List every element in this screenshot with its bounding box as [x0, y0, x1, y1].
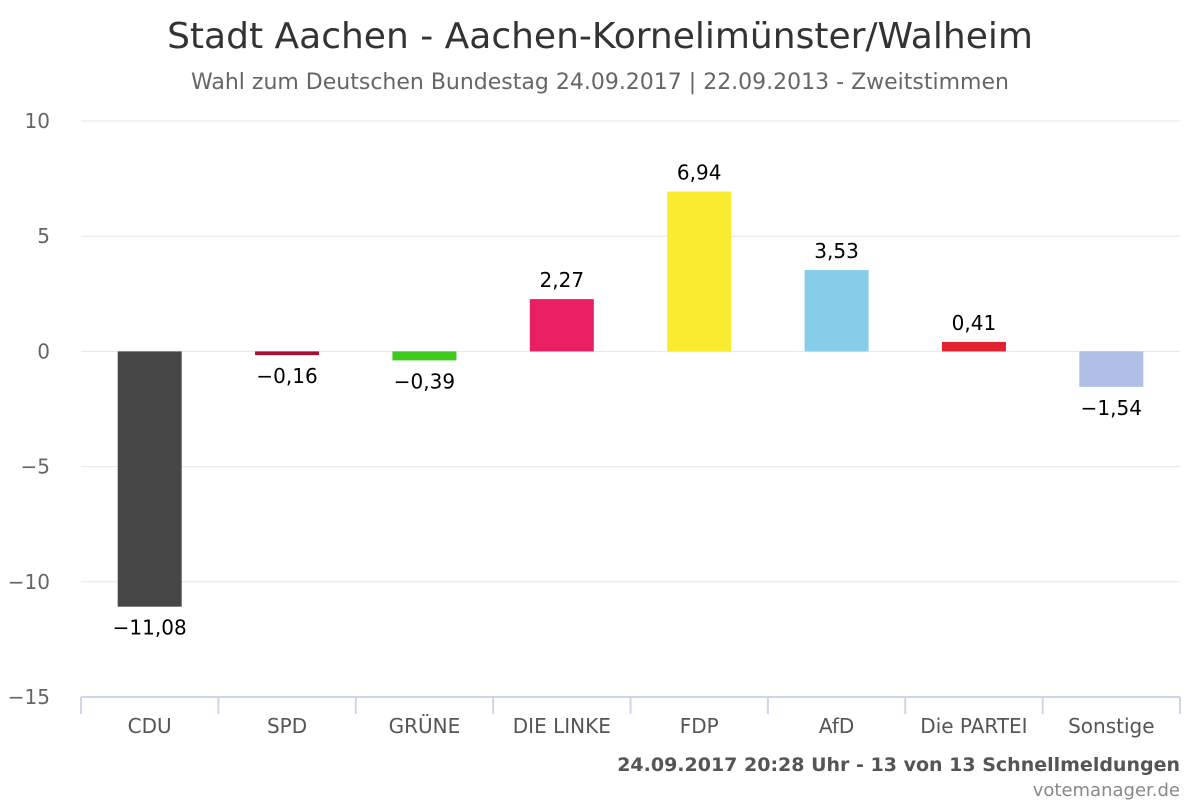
- bar-die-linke[interactable]: [529, 299, 594, 352]
- bar-cdu[interactable]: [117, 351, 182, 607]
- y-tick-label: −15: [8, 685, 50, 709]
- x-tick-label: AfD: [819, 714, 854, 738]
- bar-gr-ne[interactable]: [392, 351, 457, 361]
- data-label: 6,94: [677, 161, 722, 185]
- bar-fdp[interactable]: [667, 191, 732, 352]
- x-tick-label: FDP: [680, 714, 719, 738]
- y-tick-label: 10: [25, 109, 50, 133]
- credits-link[interactable]: votemanager.de: [1033, 780, 1180, 800]
- data-labels: −11,08 −0,16 −0,39 2,27 6,94 3,53 0,41 −1,54: [113, 161, 1142, 640]
- y-tick-label: −10: [8, 570, 50, 594]
- footer-timestamp: 24.09.2017 20:28 Uhr - 13 von 13 Schnell…: [617, 754, 1180, 776]
- data-label: −0,39: [394, 369, 455, 393]
- data-label: −1,54: [1081, 396, 1142, 420]
- chart-subtitle: Wahl zum Deutschen Bundestag 24.09.2017 …: [191, 70, 1009, 95]
- y-tick-label: 0: [37, 339, 50, 363]
- gridlines: [81, 120, 1180, 583]
- y-tick-label: −5: [21, 455, 50, 479]
- data-label: −11,08: [113, 616, 187, 640]
- bars: [117, 191, 1144, 607]
- y-axis-tick-labels: 10 5 0 −5 −10 −15: [8, 109, 50, 709]
- data-label: 3,53: [814, 239, 859, 263]
- x-axis: CDU SPD GRÜNE DIE LINKE FDP AfD Die PARTEI Sons…: [80, 696, 1181, 738]
- x-tick-label: CDU: [128, 714, 172, 738]
- x-tick-label: GRÜNE: [389, 714, 461, 738]
- data-label: 2,27: [540, 268, 585, 292]
- bar-die-partei[interactable]: [941, 341, 1006, 352]
- y-tick-label: 5: [37, 224, 50, 248]
- x-tick-label: DIE LINKE: [513, 714, 611, 738]
- bar-afd[interactable]: [804, 270, 869, 352]
- x-tick-label: SPD: [267, 714, 307, 738]
- data-label: −0,16: [256, 364, 317, 388]
- x-tick-label: Sonstige: [1068, 714, 1154, 738]
- bar-sonstige[interactable]: [1079, 351, 1144, 387]
- data-label: 0,41: [952, 311, 997, 335]
- chart-title: Stadt Aachen - Aachen-Kornelimünster/Wal…: [167, 16, 1033, 57]
- bar-spd[interactable]: [255, 351, 320, 356]
- x-tick-label: Die PARTEI: [920, 714, 1027, 738]
